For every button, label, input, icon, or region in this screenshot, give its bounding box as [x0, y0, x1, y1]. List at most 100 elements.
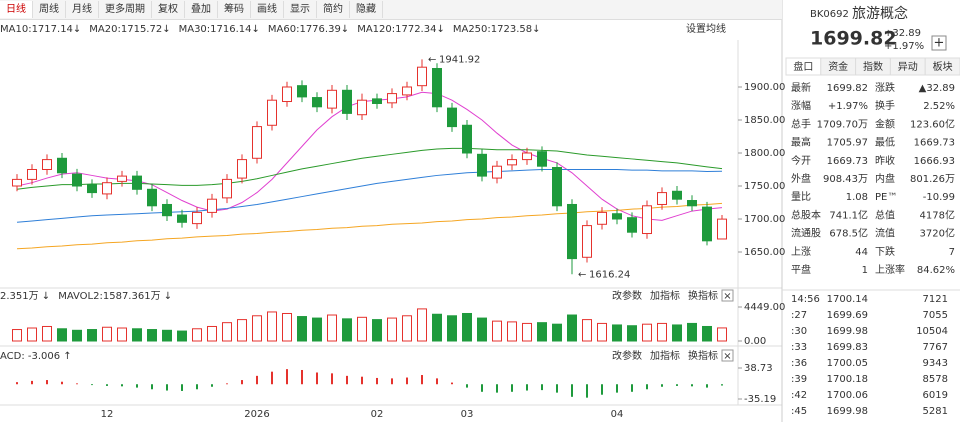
volume-bar — [192, 328, 202, 342]
volume-bar — [687, 322, 697, 342]
tick-price: 1700.05 — [827, 358, 868, 369]
panel-button[interactable]: 加指标 — [650, 349, 680, 362]
stock-code: BK0692 — [810, 9, 849, 20]
stat-value: 123.60亿 — [910, 117, 955, 130]
toolbar-button[interactable]: 周线 — [33, 1, 66, 18]
indicator-label: 2.351万 ↓ — [0, 291, 50, 302]
volume-bar — [642, 323, 652, 342]
panel-button[interactable]: 改参数 — [612, 289, 642, 302]
settings-button[interactable]: 设置均线 — [686, 22, 726, 35]
stat-value: 678.5亿 — [829, 227, 868, 240]
y-tick-label: 1650.00 — [744, 247, 785, 258]
stat-label: 平盘 — [791, 263, 811, 276]
toolbar-button[interactable]: 筹码 — [218, 1, 251, 18]
tick-volume: 6019 — [923, 390, 948, 401]
panel-button[interactable]: 换指标 — [688, 349, 718, 362]
panel-button[interactable]: 换指标 — [688, 289, 718, 302]
volume-bar — [522, 322, 532, 342]
tick-volume: 7767 — [923, 342, 948, 353]
candle-body — [642, 205, 652, 235]
stat-label: 换手 — [875, 99, 895, 112]
candle-body — [27, 168, 37, 180]
candle-body — [87, 184, 97, 194]
ma-line — [16, 91, 723, 221]
candle-body — [447, 107, 457, 128]
toolbar-button[interactable]: 月线 — [66, 1, 99, 18]
toolbar-button[interactable]: 隐藏 — [350, 1, 383, 18]
high-annotation: 1941.92 — [439, 54, 480, 65]
toolbar-button[interactable]: 日线 — [0, 1, 33, 18]
candle-body — [177, 214, 187, 223]
volume-bar — [477, 317, 487, 342]
stat-value: 741.1亿 — [829, 208, 868, 221]
volume-bar — [57, 328, 67, 342]
stat-value: 908.43万 — [823, 174, 868, 185]
y-tick-label: 38.73 — [744, 363, 773, 374]
tick-volume: 7055 — [923, 310, 948, 321]
volume-bar — [132, 328, 142, 342]
stat-label: 内盘 — [875, 172, 895, 185]
stat-label: 流值 — [875, 227, 895, 240]
volume-bar — [672, 324, 682, 342]
tab[interactable] — [924, 57, 960, 76]
toolbar-button[interactable]: 叠加 — [185, 1, 218, 18]
toolbar-button[interactable]: 显示 — [284, 1, 317, 18]
candle-body — [297, 85, 307, 98]
toolbar-button[interactable]: 复权 — [152, 1, 185, 18]
candle-body — [117, 175, 127, 182]
ma-legend: MA30:1716.14↓ — [179, 24, 260, 35]
stat-value: ▲32.89 — [919, 83, 955, 94]
panel-button[interactable]: 加指标 — [650, 289, 680, 302]
volume-bar — [552, 323, 562, 342]
ma-line — [16, 202, 723, 250]
candle-body — [102, 182, 112, 195]
stat-label: 最新 — [791, 81, 811, 94]
stat-value: -10.99 — [923, 192, 955, 203]
toolbar-button[interactable]: 更多周期 — [99, 1, 152, 18]
y-tick-label: 1800.00 — [744, 148, 785, 159]
volume-bar — [612, 324, 622, 342]
volume-bar — [117, 327, 127, 342]
ma-line — [16, 147, 723, 190]
y-tick-label: 1750.00 — [744, 181, 785, 192]
close-icon: × — [723, 351, 731, 362]
tick-volume: 7121 — [923, 294, 948, 305]
volume-bar — [147, 329, 157, 342]
panel-button[interactable]: 改参数 — [612, 349, 642, 362]
stat-label: 金额 — [875, 117, 895, 130]
stat-value: 1666.93 — [914, 156, 955, 167]
add-button[interactable] — [931, 35, 947, 51]
candle-body — [657, 192, 667, 205]
tick-time: :30 — [791, 326, 807, 337]
stat-label: 最高 — [791, 136, 811, 149]
stat-label: 昨收 — [875, 154, 895, 167]
volume-bar — [252, 315, 262, 342]
candle-body — [627, 217, 637, 233]
stat-label: 流通股 — [791, 227, 821, 240]
volume-bar — [267, 311, 277, 342]
stat-value: 2.52% — [923, 101, 955, 112]
last-price: 1699.82 — [810, 28, 897, 50]
stat-value: 3720亿 — [920, 227, 955, 240]
volume-bar — [597, 322, 607, 342]
volume-bar — [447, 315, 457, 342]
stat-label: 今开 — [791, 154, 811, 167]
volume-bar — [582, 319, 592, 342]
stat-label: PE™ — [875, 192, 897, 203]
tick-volume: 10504 — [916, 326, 948, 337]
stat-value: 1 — [862, 265, 868, 276]
x-tick-label: 04 — [611, 409, 624, 420]
stat-label: 上涨率 — [875, 263, 905, 276]
candle-body — [567, 203, 577, 260]
volume-bar — [387, 317, 397, 342]
stat-label: 涨幅 — [791, 99, 811, 112]
toolbar-button[interactable]: 简约 — [317, 1, 350, 18]
candle-body — [282, 86, 292, 103]
change: +32.89 — [884, 28, 921, 39]
candle-body — [207, 198, 217, 213]
close-icon: × — [723, 291, 731, 302]
stat-value: 1699.82 — [827, 83, 868, 94]
candle-body — [342, 89, 352, 114]
toolbar-button[interactable]: 画线 — [251, 1, 284, 18]
tick-time: 14:56 — [791, 294, 820, 305]
